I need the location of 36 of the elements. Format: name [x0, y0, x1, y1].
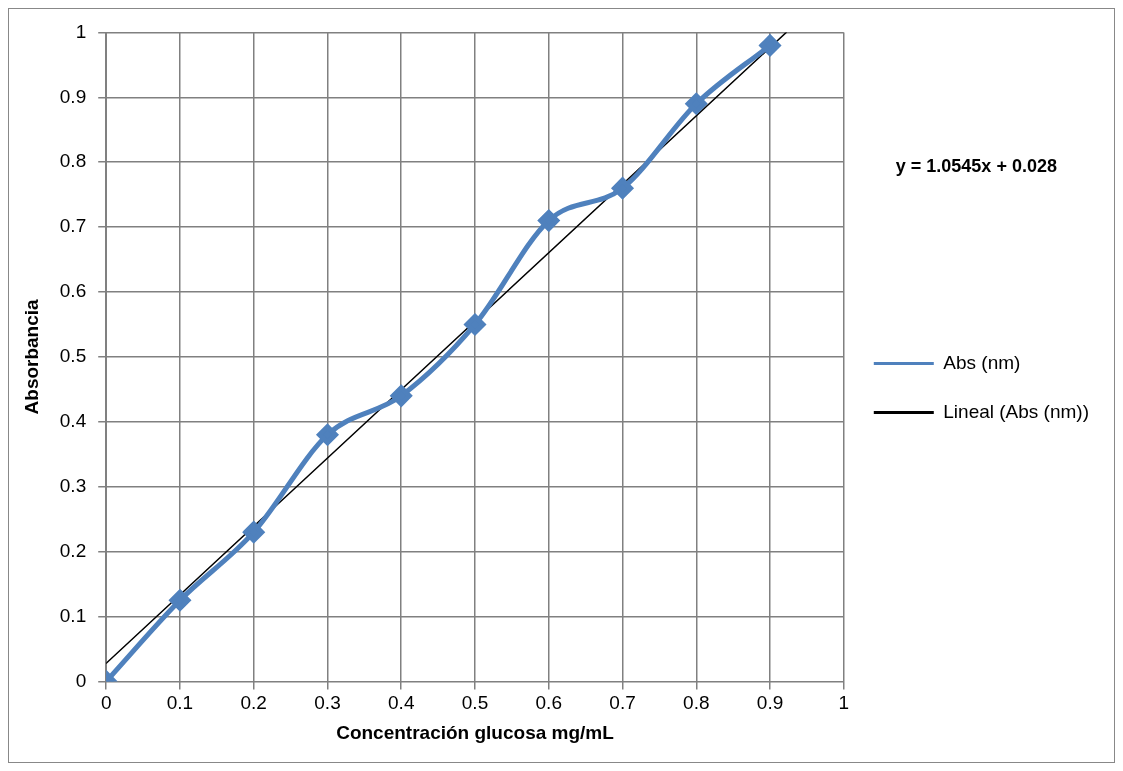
point — [390, 385, 412, 407]
x-tick-label: 0.3 — [314, 692, 341, 714]
x-axis-title: Concentración glucosa mg/mL — [336, 721, 615, 743]
x-tick-label: 0 — [100, 692, 112, 714]
y-tick-label: 0.2 — [59, 539, 87, 561]
y-tick-label: 0 — [75, 669, 87, 691]
y-tick-label: 1 — [75, 20, 87, 42]
point — [538, 210, 560, 232]
y-tick-label: 0.7 — [59, 215, 87, 237]
point — [169, 589, 191, 611]
y-tick-label: 0.6 — [59, 280, 87, 302]
x-tick-label: 0.2 — [240, 692, 267, 714]
point — [243, 521, 265, 543]
x-tick-label: 0.7 — [609, 692, 636, 714]
point — [759, 34, 781, 56]
y-tick-label: 0.9 — [59, 85, 87, 107]
x-tick-label: 0.1 — [166, 692, 194, 714]
point — [612, 177, 634, 199]
legend-label: Lineal (Abs (nm)) — [943, 400, 1090, 422]
x-tick-label: 0.6 — [535, 692, 562, 714]
point — [464, 313, 486, 335]
y-tick-label: 0.1 — [59, 604, 87, 626]
x-tick-label: 0.8 — [683, 692, 710, 714]
x-tick-label: 0.5 — [461, 692, 489, 714]
y-tick-label: 0.8 — [59, 150, 87, 172]
y-tick-label: 0.4 — [59, 410, 87, 432]
y-tick-label: 0.5 — [59, 345, 87, 367]
text: y = 1.0545x + 0.028 — [895, 156, 1057, 176]
point — [316, 424, 338, 446]
x-tick-label: 0.4 — [388, 692, 415, 714]
y-tick-label: 0.3 — [59, 474, 87, 496]
x-tick-label: 1 — [838, 692, 850, 714]
x-tick-label: 0.9 — [756, 692, 784, 714]
point — [685, 93, 707, 115]
legend-label: Abs (nm) — [943, 351, 1021, 373]
y-axis-title: Absorbancia — [20, 298, 42, 415]
